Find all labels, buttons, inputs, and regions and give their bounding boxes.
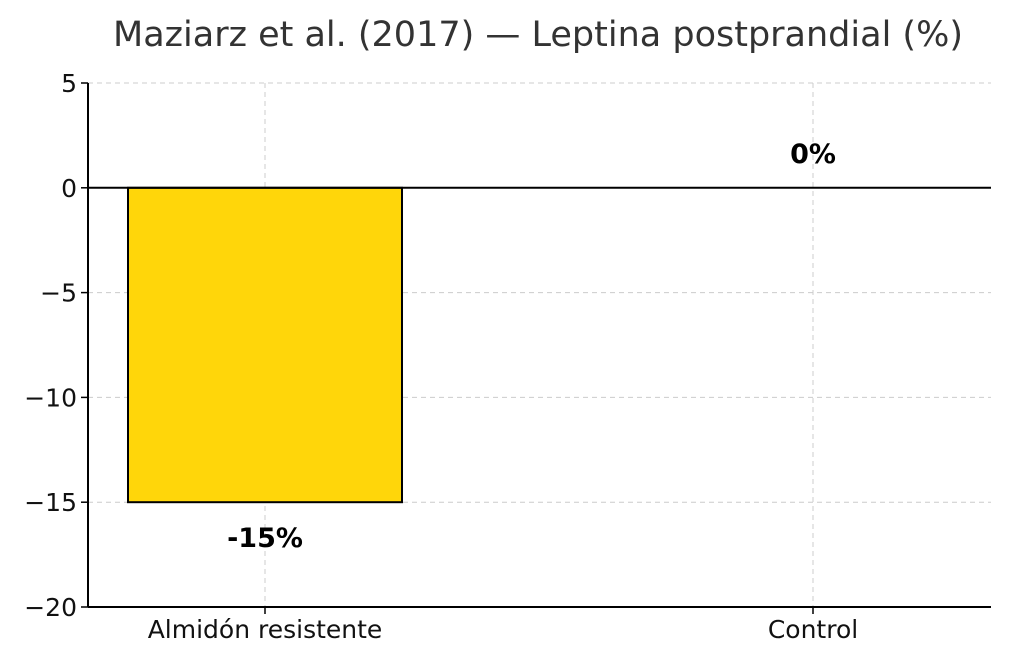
axes (87, 83, 991, 608)
value-labels: -15% 0% (227, 139, 836, 554)
x-ticks: Almidón resistente Control (148, 607, 858, 644)
chart-title: Maziarz et al. (2017) — Leptina postpran… (113, 15, 963, 55)
x-tick-label: Almidón resistente (148, 615, 383, 644)
y-tick-label: 0 (61, 174, 77, 203)
y-tick-label: −5 (40, 279, 77, 308)
bar-almid-n-resistente (127, 186, 403, 504)
value-label: 0% (790, 139, 836, 170)
y-ticks: 5 0 −5 −10 −15 −20 (24, 69, 88, 622)
y-tick-label: −20 (24, 593, 77, 622)
y-tick-label: −10 (24, 383, 77, 412)
x-tick-label: Control (768, 615, 858, 644)
bars (127, 186, 403, 504)
y-tick-label: −15 (24, 488, 77, 517)
y-tick-label: 5 (61, 69, 77, 98)
value-label: -15% (227, 523, 303, 554)
